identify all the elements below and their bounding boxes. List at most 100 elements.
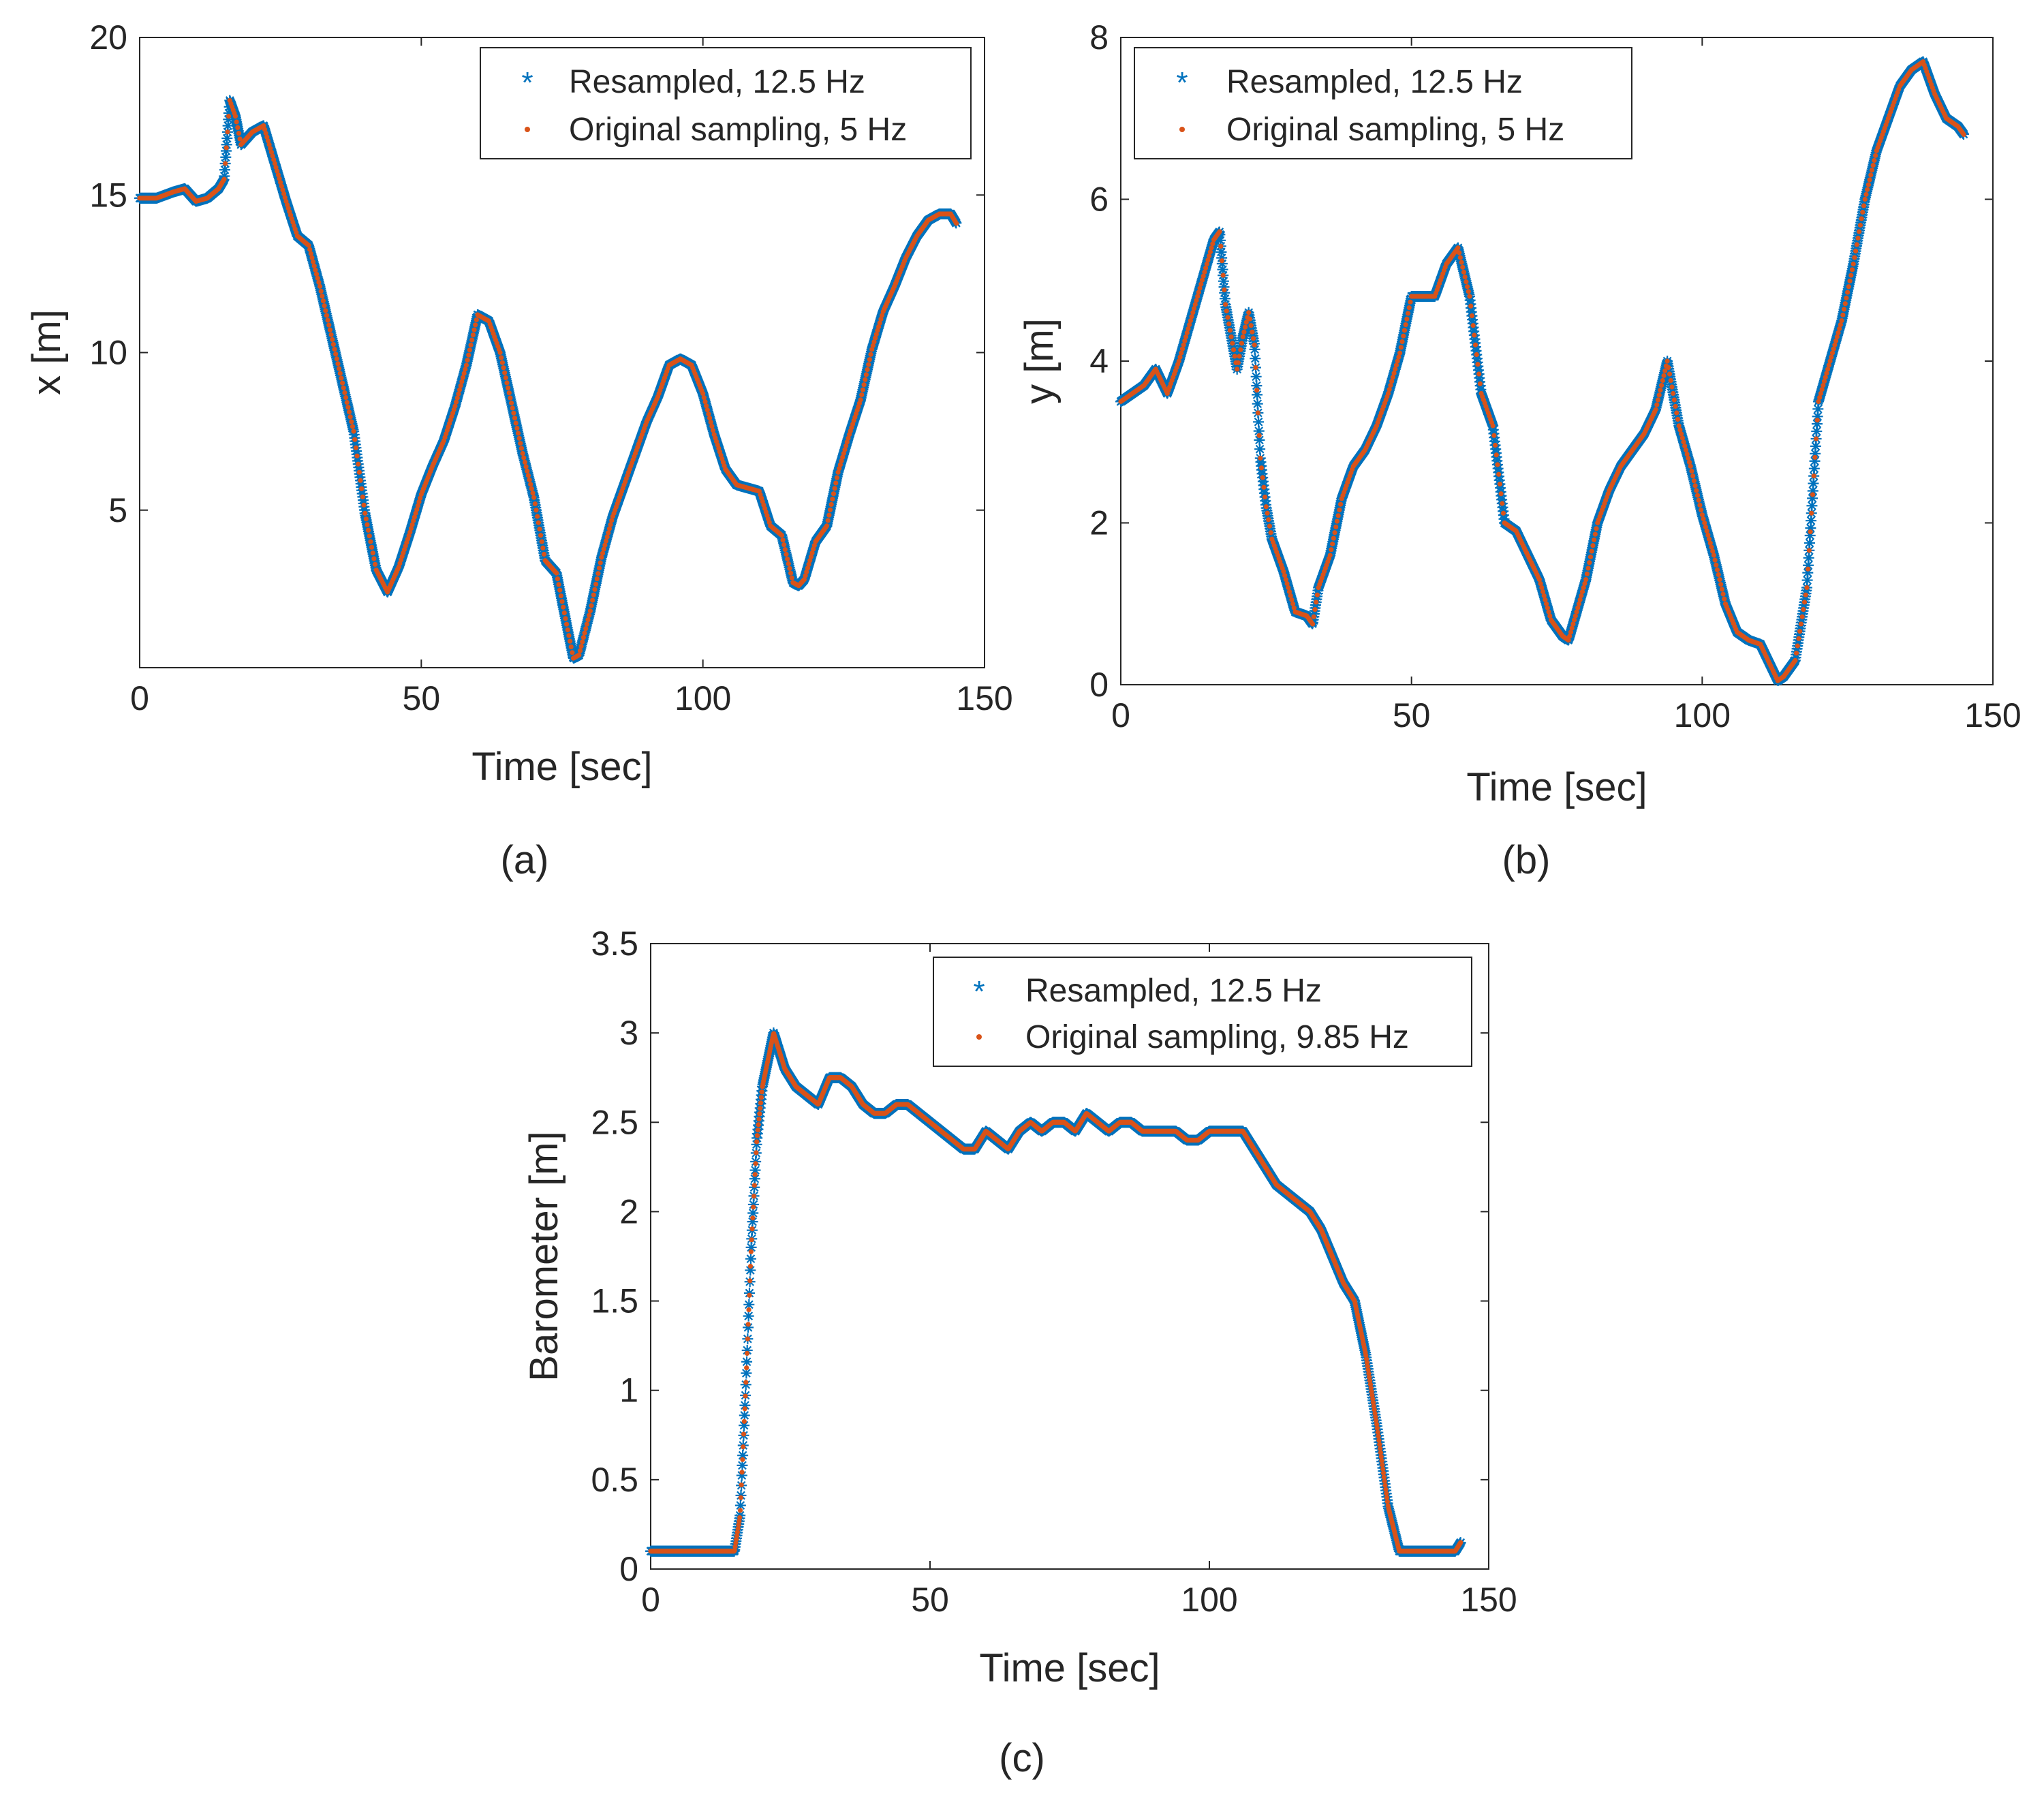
original-point bbox=[1594, 526, 1599, 531]
original-point bbox=[1224, 308, 1229, 313]
original-point bbox=[518, 441, 523, 446]
original-point bbox=[1714, 567, 1720, 572]
original-point bbox=[1459, 260, 1464, 265]
original-point bbox=[342, 390, 347, 395]
original-point bbox=[1671, 390, 1676, 397]
original-point bbox=[339, 375, 344, 381]
original-point bbox=[361, 502, 367, 508]
original-point bbox=[1335, 513, 1341, 518]
original-point bbox=[1469, 313, 1475, 319]
original-point bbox=[1588, 554, 1594, 559]
original-point bbox=[565, 627, 570, 633]
original-point bbox=[1332, 530, 1337, 536]
original-point bbox=[1590, 543, 1596, 548]
original-point bbox=[325, 317, 330, 323]
original-point bbox=[1500, 510, 1506, 516]
original-point bbox=[317, 283, 323, 289]
original-point bbox=[1696, 497, 1701, 503]
original-point bbox=[1406, 305, 1412, 311]
original-point bbox=[326, 322, 332, 328]
ytick-label-a-0: 5 bbox=[108, 491, 127, 529]
original-point bbox=[1223, 302, 1228, 307]
original-point bbox=[1397, 350, 1403, 356]
original-point bbox=[531, 495, 537, 500]
original-point bbox=[863, 377, 868, 382]
original-point bbox=[834, 475, 840, 480]
original-point bbox=[1258, 465, 1265, 471]
original-point bbox=[324, 313, 330, 318]
original-point bbox=[598, 560, 603, 565]
original-point bbox=[322, 303, 327, 309]
original-point bbox=[1592, 531, 1598, 537]
original-point bbox=[532, 501, 538, 507]
original-point bbox=[1675, 416, 1681, 422]
original-point bbox=[1268, 530, 1273, 536]
original-point bbox=[345, 405, 351, 410]
xtick-label-b-2: 100 bbox=[1674, 696, 1731, 734]
original-point bbox=[502, 370, 508, 375]
original-point bbox=[367, 533, 372, 539]
original-point bbox=[538, 533, 544, 538]
original-point bbox=[1689, 468, 1694, 474]
original-point bbox=[365, 522, 370, 527]
original-point bbox=[352, 437, 358, 442]
original-point bbox=[370, 550, 375, 556]
original-point bbox=[782, 546, 788, 553]
original-point bbox=[536, 520, 541, 525]
original-point bbox=[1217, 229, 1222, 234]
original-point bbox=[369, 544, 375, 550]
ytick-label-b-2: 4 bbox=[1089, 342, 1109, 380]
original-point bbox=[349, 419, 354, 424]
original-point bbox=[593, 581, 599, 587]
original-point bbox=[1243, 324, 1248, 330]
resampled-point bbox=[221, 139, 232, 151]
xtick-label-a-0: 0 bbox=[130, 679, 149, 717]
original-point bbox=[1403, 322, 1408, 328]
ytick-label-b-4: 8 bbox=[1089, 18, 1109, 57]
original-point bbox=[1230, 341, 1235, 346]
original-point bbox=[350, 424, 356, 429]
original-point bbox=[1714, 562, 1719, 568]
resampled-point bbox=[222, 120, 234, 131]
original-point bbox=[360, 494, 365, 499]
original-point bbox=[858, 397, 863, 403]
original-point bbox=[1247, 316, 1253, 322]
legend-label-resampled-a: Resampled, 12.5 Hz bbox=[569, 64, 865, 100]
original-point bbox=[1692, 483, 1698, 488]
original-point bbox=[1691, 478, 1697, 484]
original-point bbox=[1237, 354, 1242, 359]
original-point bbox=[1254, 388, 1260, 393]
original-point bbox=[1690, 474, 1696, 479]
original-point bbox=[1592, 537, 1597, 543]
original-point bbox=[503, 375, 508, 381]
original-point bbox=[533, 508, 539, 513]
original-point bbox=[501, 365, 506, 371]
original-point bbox=[1666, 364, 1671, 371]
original-point bbox=[594, 576, 600, 582]
original-point bbox=[335, 361, 341, 367]
original-point bbox=[341, 385, 346, 390]
original-point bbox=[504, 380, 510, 386]
original-point bbox=[1712, 557, 1718, 563]
panel-label-a: (a) bbox=[501, 838, 549, 882]
original-point bbox=[1253, 364, 1258, 371]
original-point bbox=[785, 556, 790, 562]
original-point bbox=[1232, 354, 1237, 359]
original-point bbox=[1337, 501, 1344, 507]
original-point bbox=[788, 570, 794, 576]
original-point bbox=[320, 293, 325, 299]
original-point bbox=[1239, 341, 1245, 346]
original-point bbox=[1589, 548, 1594, 554]
original-point bbox=[235, 125, 241, 130]
original-point bbox=[320, 298, 326, 304]
original-point bbox=[513, 420, 518, 426]
original-point bbox=[1583, 577, 1589, 583]
original-point bbox=[226, 114, 232, 119]
original-point bbox=[1460, 264, 1466, 270]
original-point bbox=[318, 288, 324, 294]
original-point bbox=[1310, 621, 1316, 627]
original-point bbox=[358, 478, 363, 483]
original-point bbox=[1711, 553, 1716, 558]
